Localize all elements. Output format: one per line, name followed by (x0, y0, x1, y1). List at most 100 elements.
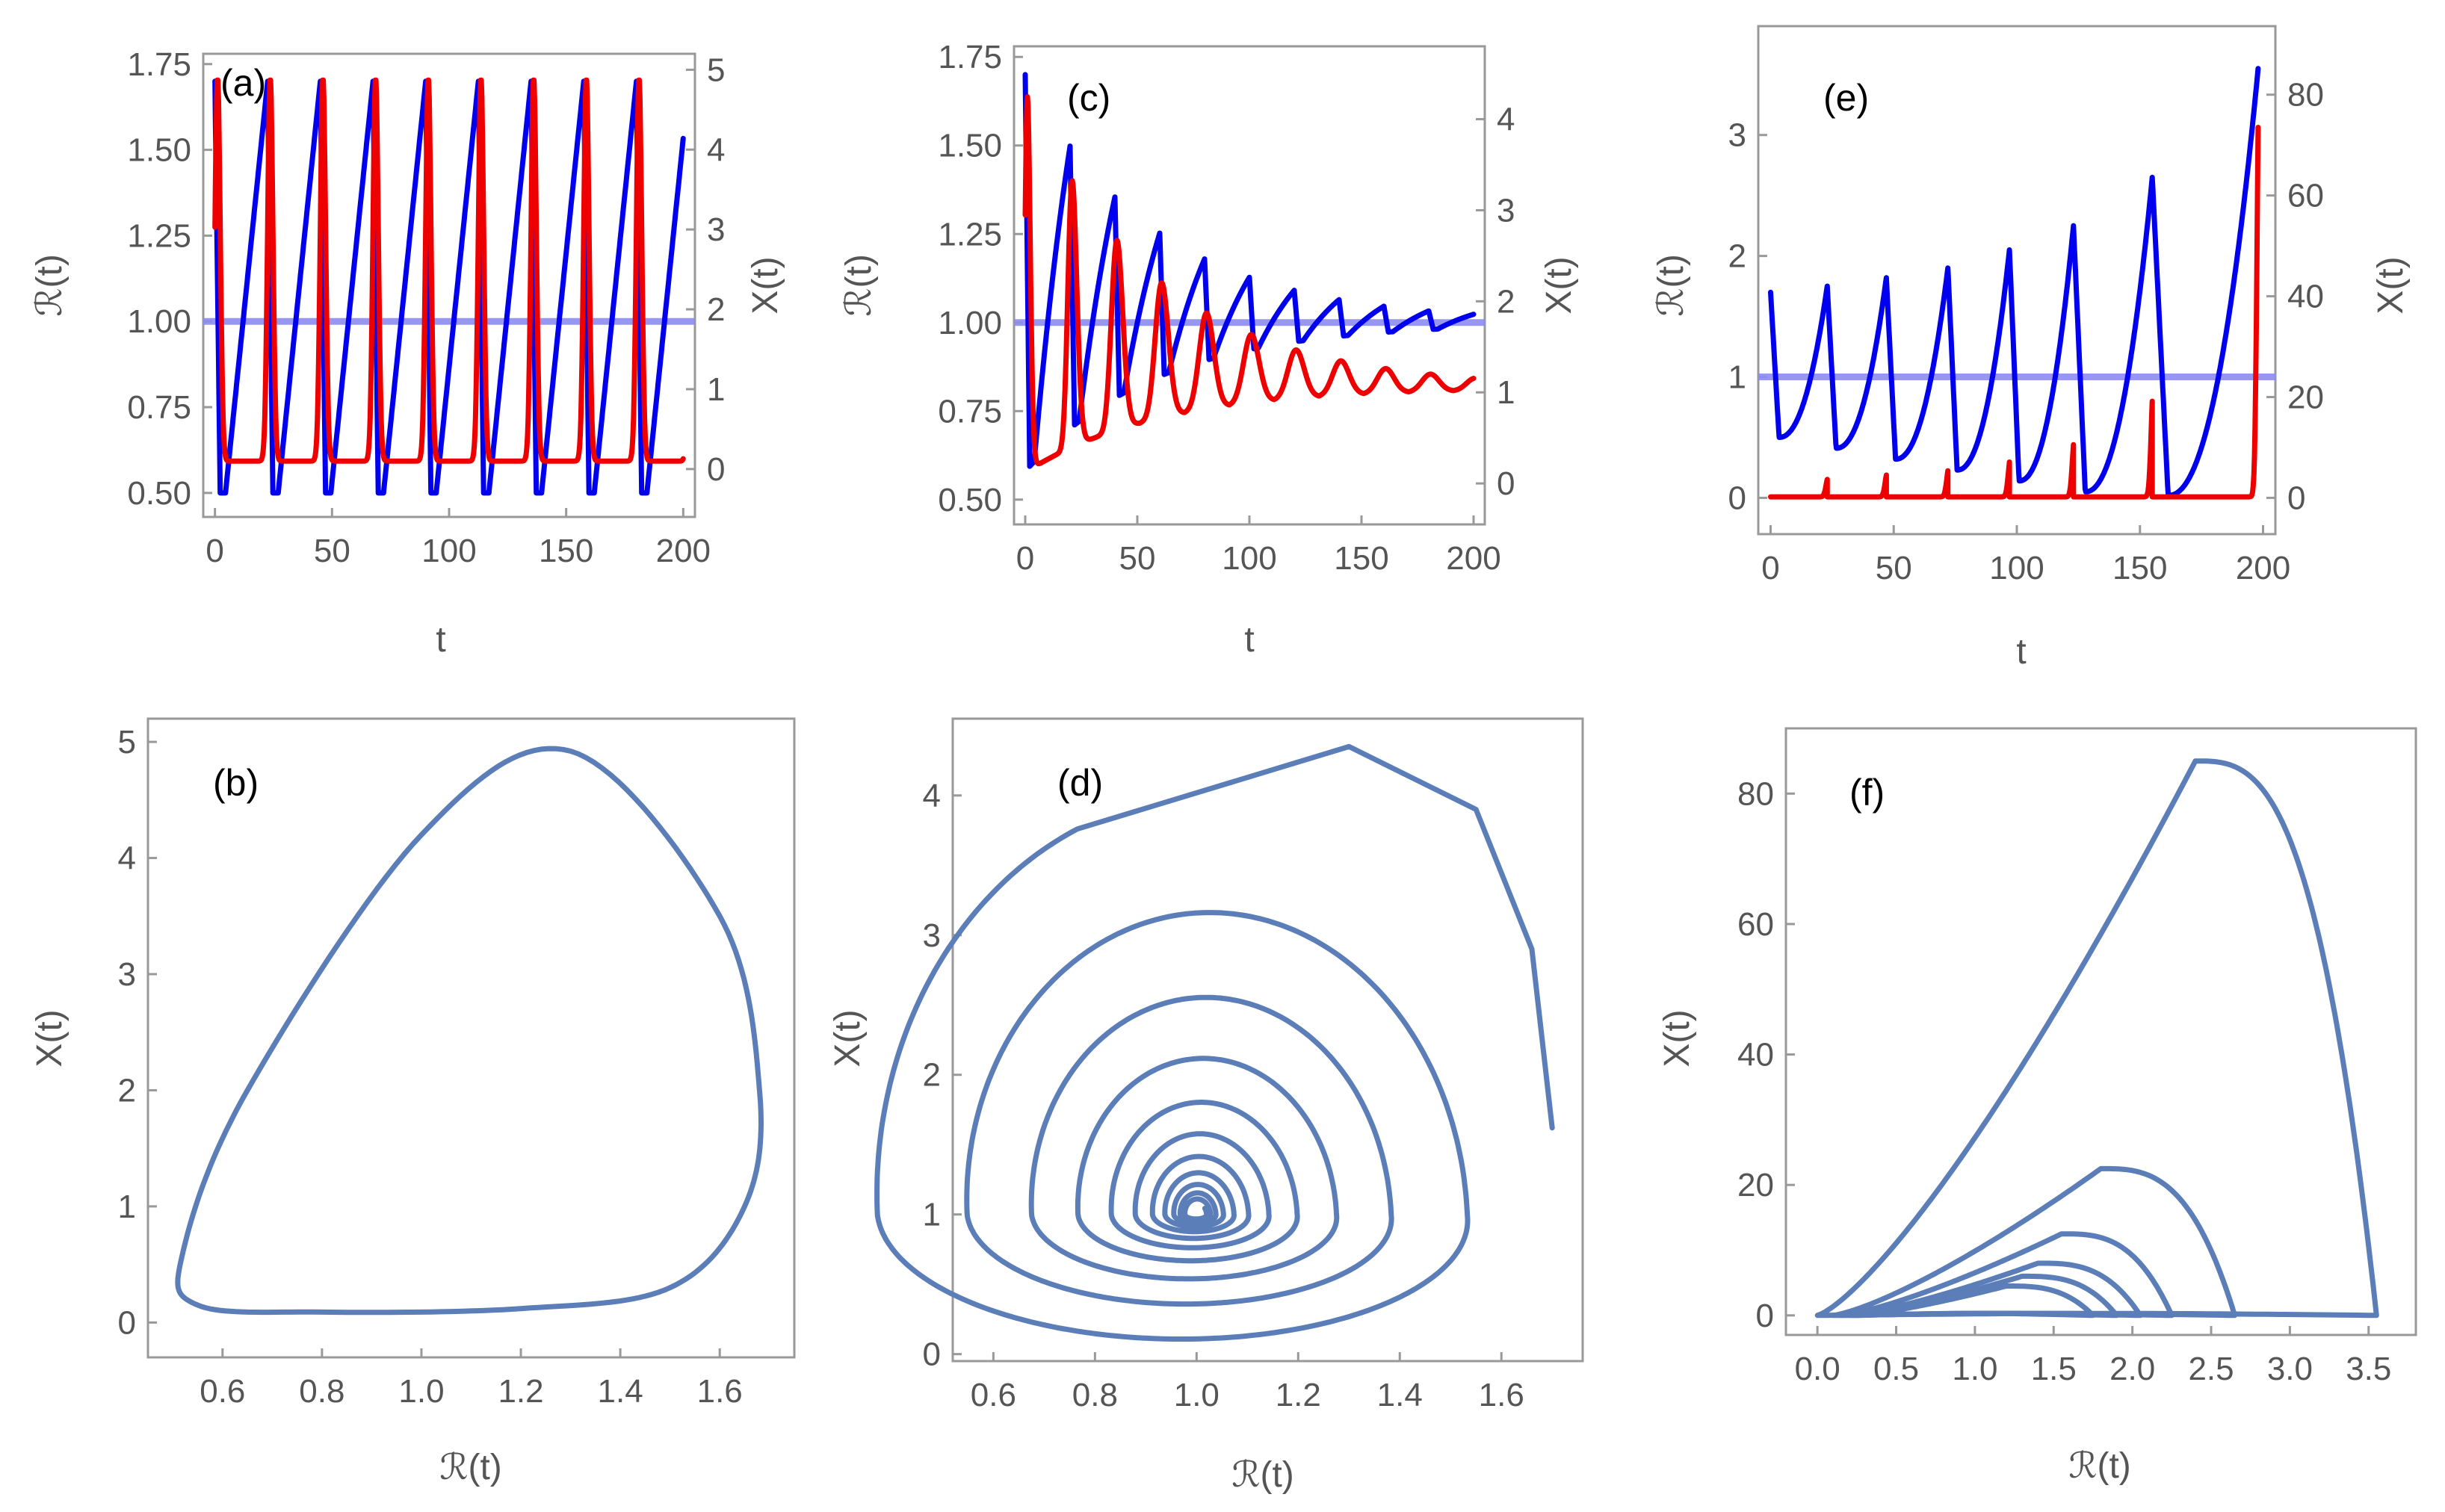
y-tick-label: 0 (1756, 1298, 1774, 1334)
y-axis-title: ℛ(t) (30, 254, 69, 317)
panel-label-c: (c) (1067, 77, 1110, 119)
y2-axis-title: X(t) (1539, 256, 1579, 314)
x-tick-label: 0.8 (1072, 1377, 1118, 1413)
x-tick-label: 1.0 (1174, 1377, 1220, 1413)
tick-group: 0 50 100 150 200 0.50 0.75 1.00 1.25 1.50 1.75 0 1 2 3… (127, 46, 725, 569)
y-axis-title: ℛ(t) (839, 254, 879, 317)
y2-axis-title: X(t) (746, 256, 785, 314)
panel-label-d: (d) (1057, 762, 1103, 804)
y-tick-label: 1.75 (938, 39, 1002, 75)
y-tick-label: 1.00 (938, 305, 1002, 341)
y-tick-label: 0 (923, 1336, 941, 1373)
x-tick-label: 100 (1989, 550, 2044, 586)
x-axis-title: ℛ(t) (439, 1448, 502, 1487)
y-tick-label: 1.75 (127, 46, 191, 83)
x-tick-label: 2.0 (2109, 1351, 2155, 1387)
x-tick-label: 150 (1334, 540, 1388, 577)
x-tick-label: 200 (2236, 550, 2290, 586)
x-tick-label: 1.0 (1952, 1351, 1997, 1387)
x-tick-label: 0.6 (971, 1377, 1016, 1413)
y-tick-label: 0 (1728, 480, 1746, 516)
y-tick-label: 60 (1737, 906, 1774, 943)
tick-group: 0 50 100 150 200 0.50 0.75 1.00 1.25 1.50 1.75 0 1 2 3… (938, 39, 1515, 577)
y-tick-label: 4 (118, 840, 136, 877)
x-tick-label: 50 (1876, 550, 1912, 586)
y-tick-label: 0.75 (938, 393, 1002, 430)
x-tick-label: 1.4 (1377, 1377, 1423, 1413)
y2-tick-label: 20 (2287, 379, 2324, 416)
y2-tick-label: 1 (1497, 374, 1515, 411)
x-tick-label: 2.5 (2188, 1351, 2234, 1387)
x-axis-title: t (1244, 620, 1254, 660)
x-tick-label: 50 (1119, 540, 1156, 577)
curve-group (1814, 758, 2379, 1319)
y-tick-label: 2 (1728, 238, 1746, 275)
y-tick-label: 0.75 (127, 389, 191, 426)
plot-frame (1784, 727, 2417, 1336)
y-tick-label: 40 (1737, 1037, 1774, 1073)
panel-e: 0 50 100 150 200 0 1 2 3 0 20 40 60 80 (e) t ℛ(t) X(t… (1651, 25, 2411, 672)
y2-tick-label: 4 (1497, 102, 1515, 138)
x-series-line (1022, 94, 1477, 467)
panel-b: 0.6 0.8 1.0 1.2 1.4 1.6 0 1 2 3 4 5 (b) ℛ(t) X(t) (30, 717, 796, 1487)
x-tick-label: 0.8 (299, 1373, 344, 1410)
curve-group (1014, 72, 1485, 469)
y-axis-title: X(t) (828, 1009, 868, 1067)
y-axis-title: ℛ(t) (1651, 254, 1691, 317)
x-tick-label: 0 (1761, 550, 1779, 586)
x-tick-label: 1.4 (598, 1373, 643, 1410)
x-tick-label: 1.2 (498, 1373, 543, 1410)
panel-c: 0 50 100 150 200 0.50 0.75 1.00 1.25 1.50 1.75 0 1 2 3… (839, 39, 1579, 660)
panel-d: 0.6 0.8 1.0 1.2 1.4 1.6 0 1 2 3 4 (d) ℛ(t) X(t) (828, 717, 1584, 1495)
y-tick-label: 3 (118, 956, 136, 993)
phase-loop (1814, 758, 2379, 1319)
x-axis-title: t (2016, 632, 2026, 672)
x-tick-label: 0.6 (200, 1373, 245, 1410)
x-series-line (1768, 125, 2261, 500)
y-tick-label: 4 (923, 778, 941, 814)
r-series-line (1022, 72, 1477, 469)
y2-axis-title: X(t) (2371, 256, 2411, 314)
panel-label-f: (f) (1849, 772, 1885, 814)
y-tick-label: 1 (118, 1189, 136, 1225)
y-tick-label: 80 (1737, 775, 1774, 812)
y-tick-label: 0.50 (127, 475, 191, 512)
y2-tick-label: 0 (2287, 480, 2305, 516)
x-tick-label: 100 (1222, 540, 1276, 577)
x-tick-label: 0.0 (1795, 1351, 1840, 1387)
x-tick-label: 200 (656, 533, 711, 569)
panel-a: 0 50 100 150 200 0.50 0.75 1.00 1.25 1.50 1.75 0 1 2 3… (30, 46, 785, 660)
panel-label-a: (a) (220, 62, 266, 104)
x-tick-label: 1.5 (2031, 1351, 2077, 1387)
y-tick-label: 1.00 (127, 303, 191, 340)
y2-tick-label: 2 (1497, 283, 1515, 320)
plot-frame (146, 717, 796, 1359)
y2-tick-label: 5 (707, 52, 725, 88)
y-tick-label: 1 (1728, 359, 1746, 396)
curve-group (203, 77, 695, 496)
x-tick-label: 1.2 (1276, 1377, 1321, 1413)
x-tick-label: 100 (421, 533, 476, 569)
y2-tick-label: 4 (707, 131, 725, 168)
curve-group (1758, 66, 2275, 500)
x-tick-label: 1.0 (398, 1373, 444, 1410)
x-tick-label: 0 (1016, 540, 1034, 577)
x-series-line (212, 77, 686, 464)
y-tick-label: 2 (118, 1072, 136, 1109)
x-axis-title: t (436, 620, 445, 660)
x-tick-label: 0 (205, 533, 223, 569)
y-tick-label: 5 (118, 724, 136, 760)
x-tick-label: 1.6 (1479, 1377, 1524, 1413)
curve-group (175, 746, 764, 1316)
tick-group: 0.6 0.8 1.0 1.2 1.4 1.6 0 1 2 3 4 (923, 778, 1524, 1413)
y2-tick-label: 3 (1497, 192, 1515, 229)
y-tick-label: 3 (1728, 117, 1746, 154)
y-tick-label: 20 (1737, 1167, 1774, 1203)
y-tick-label: 3 (923, 917, 941, 954)
y-axis-title: X(t) (1657, 1009, 1697, 1067)
y2-tick-label: 3 (707, 211, 725, 248)
x-tick-label: 50 (314, 533, 350, 569)
panel-label-b: (b) (213, 762, 259, 804)
y-tick-label: 0 (118, 1304, 136, 1341)
y-tick-label: 1.25 (127, 217, 191, 254)
